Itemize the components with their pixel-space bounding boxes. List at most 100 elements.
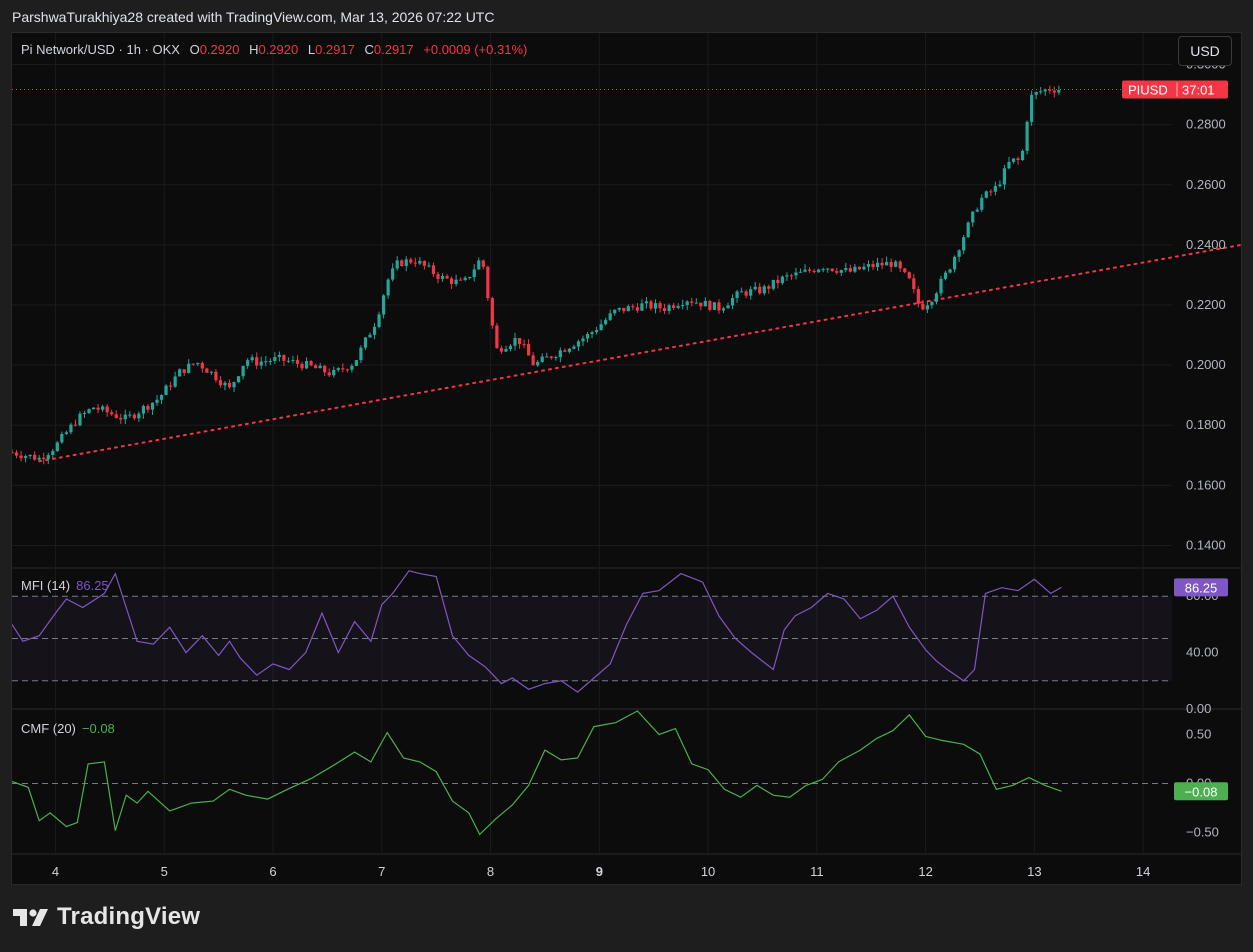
- candle-body: [622, 307, 626, 312]
- candle-body: [286, 360, 291, 362]
- candle-body: [930, 301, 934, 306]
- candle-body: [563, 350, 567, 352]
- candle-body: [309, 360, 313, 366]
- mfi-title[interactable]: MFI (14): [21, 578, 71, 593]
- candle-body: [282, 354, 286, 361]
- candle-body: [549, 356, 553, 358]
- candle-body: [839, 270, 843, 273]
- x-tick-label: 12: [918, 864, 932, 879]
- chart-canvas[interactable]: 45678910111213140.30000.28000.26000.2400…: [12, 33, 1241, 884]
- x-tick-label: 7: [378, 864, 385, 879]
- candle-body: [712, 302, 717, 310]
- candle-body: [205, 368, 209, 373]
- candle-body: [735, 291, 739, 299]
- candle-body: [934, 293, 939, 302]
- mfi-line: [12, 570, 1062, 693]
- symbol-name[interactable]: Pi Network/USD · 1h · OKX: [21, 42, 180, 57]
- candle-body: [395, 260, 399, 269]
- candle-body: [150, 402, 155, 410]
- candle-body: [608, 313, 612, 320]
- price-tags: PIUSD 37:01 86.25 −0.08: [12, 80, 1228, 801]
- candle-body: [14, 452, 19, 456]
- candle-body: [105, 406, 109, 413]
- candle-body: [952, 256, 957, 270]
- candle-body: [377, 314, 381, 327]
- candle-body: [64, 432, 68, 435]
- high-value: 0.2920: [258, 42, 299, 57]
- grid-lines: [12, 33, 1241, 855]
- candle-body: [798, 271, 803, 273]
- candle-body: [653, 303, 658, 309]
- candle-body: [255, 357, 259, 366]
- candle-body: [227, 382, 232, 388]
- candle-body: [1030, 94, 1034, 122]
- candle-body: [640, 303, 644, 311]
- candle-body: [726, 305, 730, 309]
- candle-body: [703, 300, 707, 307]
- price-tick-label: 0.2400: [1186, 237, 1226, 252]
- candle-body: [368, 334, 372, 338]
- candle-body: [989, 191, 993, 193]
- candle-body: [1016, 158, 1020, 161]
- candle-body: [146, 405, 150, 410]
- candle-body: [885, 261, 889, 266]
- candle-body: [626, 306, 630, 312]
- candle-body: [96, 407, 100, 410]
- candle-body: [1025, 121, 1029, 151]
- candle-body: [581, 338, 585, 342]
- candle-body: [980, 197, 984, 210]
- candle-body: [1007, 161, 1011, 169]
- chart-frame[interactable]: 45678910111213140.30000.28000.26000.2400…: [11, 32, 1242, 885]
- candle-body: [721, 308, 726, 311]
- candle-body: [159, 395, 164, 400]
- cmf-legend-value: −0.08: [81, 721, 115, 736]
- candle-body: [463, 277, 467, 280]
- candle-body: [187, 363, 191, 373]
- candle-body: [60, 434, 64, 443]
- cmf-indicator: [12, 710, 1172, 836]
- candle-body: [173, 376, 177, 387]
- x-tick-label: 6: [269, 864, 276, 879]
- candle-body: [28, 454, 32, 457]
- candle-body: [55, 442, 59, 452]
- candle-body: [894, 261, 898, 267]
- candle-body: [504, 349, 508, 352]
- x-tick-label: 5: [161, 864, 168, 879]
- currency-button[interactable]: USD: [1178, 36, 1232, 66]
- mfi-tick-label: 0.00: [1186, 701, 1211, 716]
- candle-body: [323, 365, 327, 373]
- candle-body: [128, 414, 132, 416]
- candle-body: [51, 451, 55, 456]
- candle-body: [993, 186, 997, 192]
- candle-body: [418, 260, 422, 264]
- candle-body: [178, 369, 182, 377]
- candle-body: [264, 361, 268, 363]
- candle-body: [943, 272, 948, 279]
- candle-body: [826, 268, 830, 270]
- candle-body: [631, 306, 635, 308]
- ohlc-legend: Pi Network/USD · 1h · OKX O0.2920 H0.292…: [21, 42, 527, 57]
- candle-body: [42, 457, 46, 460]
- price-tick-label: 0.1600: [1186, 477, 1226, 492]
- price-tick-label: 0.2200: [1186, 297, 1226, 312]
- price-tag-symbol: PIUSD: [1128, 83, 1168, 98]
- candle-body: [975, 209, 979, 212]
- open-value: 0.2920: [199, 42, 240, 57]
- cmf-title[interactable]: CMF (20): [21, 721, 76, 736]
- candle-body: [1057, 90, 1061, 93]
- candle-body: [957, 250, 961, 257]
- candle-body: [803, 269, 807, 272]
- candle-body: [137, 413, 141, 419]
- candle-body: [431, 265, 436, 275]
- candle-body: [857, 266, 862, 270]
- candle-body: [1034, 92, 1038, 95]
- candle-body: [246, 360, 250, 366]
- candle-body: [835, 271, 839, 273]
- mfi-value-tag: [1174, 578, 1228, 597]
- candle-body: [191, 363, 195, 365]
- candle-body: [776, 279, 780, 284]
- candle-body: [196, 362, 200, 365]
- candle-body: [635, 307, 639, 311]
- tradingview-logo[interactable]: TradingView: [13, 903, 200, 931]
- candle-body: [948, 269, 952, 273]
